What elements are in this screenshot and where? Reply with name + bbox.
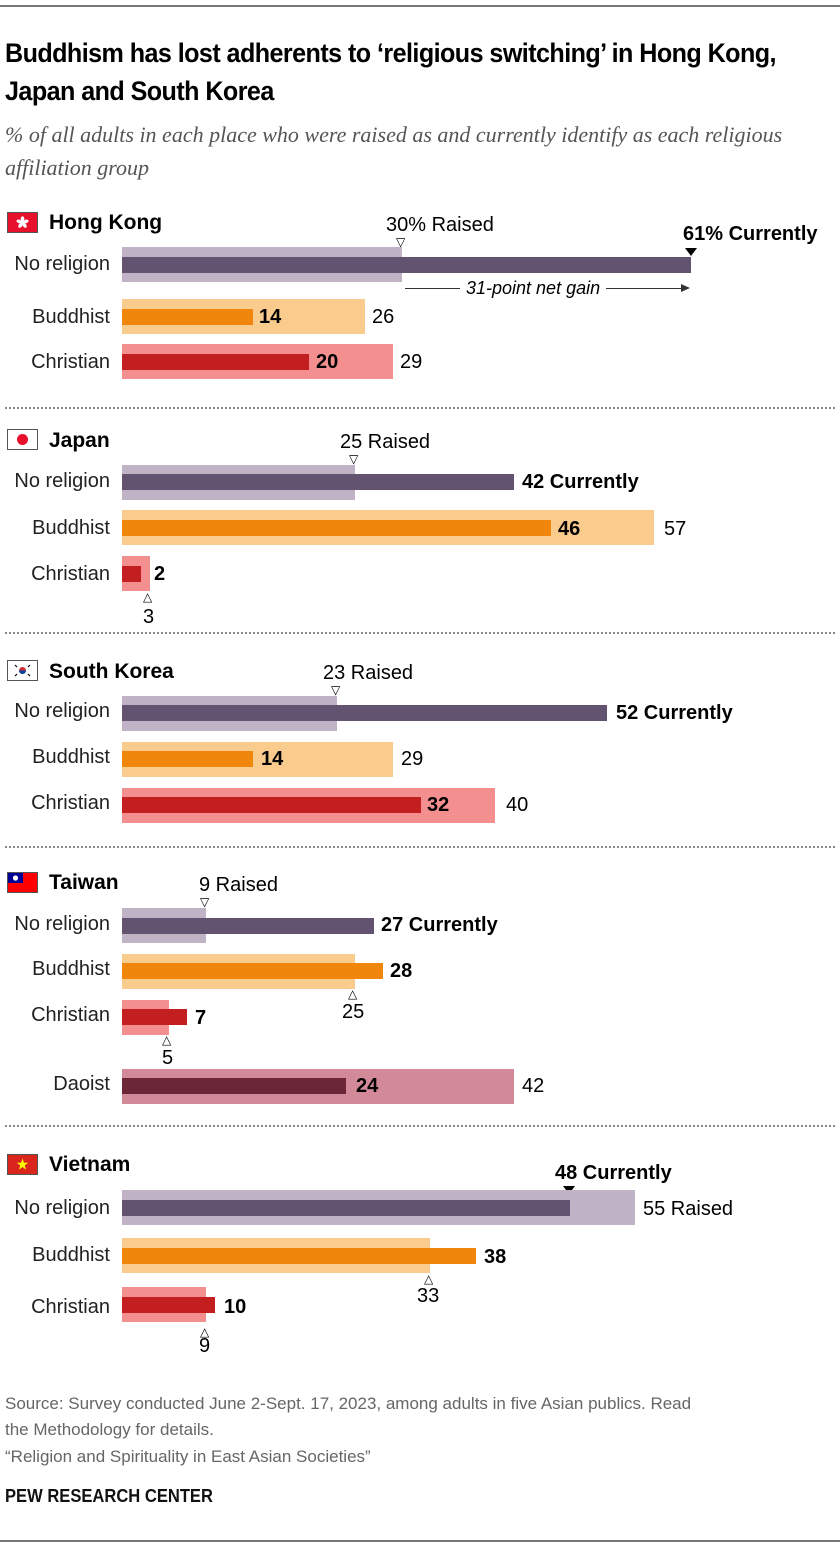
current-value: 14 [261,748,284,770]
current-annotation: 61% Currently [683,223,818,245]
raised-marker-icon: ▽ [200,895,210,909]
row-label-christian: Christian [31,1004,110,1026]
raised-marker-icon: △ [143,590,153,604]
bar-current [122,566,141,582]
raised-marker-icon: ▽ [396,235,406,249]
section-divider [5,1125,835,1127]
bar-current [122,520,551,536]
raised-marker-icon: △ [162,1033,172,1047]
bar-current [122,918,374,934]
raised-marker-icon: △ [200,1325,210,1339]
raised-annotation: 25 Raised [340,431,431,453]
net-gain-annotation: 31-point net gain [460,278,607,298]
current-annotation: 42 Currently [522,471,639,493]
raised-value: 42 [522,1075,545,1097]
raised-value: 33 [417,1285,440,1307]
chart-title: Buddhism has lost adherents to ‘religiou… [5,38,776,106]
section-divider [5,846,835,848]
raised-annotation: 55 Raised [643,1198,734,1220]
row-label-daoist: Daoist [53,1073,110,1095]
bar-current [122,257,691,273]
source-note-line1: Source: Survey conducted June 2-Sept. 17… [5,1394,692,1413]
bar-current [122,751,253,767]
raised-value: 9 [199,1335,211,1357]
section-divider [5,407,835,409]
raised-marker-icon: ▽ [331,683,341,697]
bar-current [122,1297,215,1313]
country-label: South Korea [49,660,174,683]
raised-value: 29 [401,748,424,770]
bar-current [122,309,253,325]
japan-flag-icon [7,429,38,450]
bar-current [122,963,383,979]
raised-annotation: 9 Raised [199,874,278,896]
raised-value: 29 [400,351,423,373]
vietnam-flag-icon [7,1154,38,1175]
current-value: 2 [154,563,166,585]
bar-current [122,1078,346,1094]
current-value: 46 [558,518,581,540]
south-korea-flag-icon [7,660,38,681]
hong-kong-flag-icon [7,212,38,233]
raised-annotation: 23 Raised [323,662,414,684]
raised-marker-icon: △ [424,1272,434,1286]
country-label: Vietnam [49,1153,131,1176]
section-divider [5,632,835,634]
current-value: 14 [259,306,282,328]
raised-value: 26 [372,306,395,328]
bar-current [122,474,514,490]
current-value: 20 [316,351,339,373]
raised-value: 5 [162,1047,174,1069]
row-label-buddhist: Buddhist [32,306,110,328]
row-label-christian: Christian [31,351,110,373]
bar-current [122,354,309,370]
current-value: 28 [390,960,413,982]
chart-subtitle: % of all adults in each place who were r… [5,122,783,180]
current-annotation: 48 Currently [555,1162,672,1184]
bar-current [122,705,607,721]
report-title: “Religion and Spirituality in East Asian… [5,1447,371,1466]
current-value: 7 [195,1007,207,1029]
row-label-buddhist: Buddhist [32,746,110,768]
current-marker-icon [685,248,697,256]
raised-value: 25 [342,1001,365,1023]
source-note-line2: the Methodology for details. [5,1420,214,1439]
raised-value: 3 [143,606,155,628]
raised-annotation: 30% Raised [386,214,494,236]
current-value: 32 [427,794,450,816]
row-label-christian: Christian [31,563,110,585]
row-label-no-religion: No religion [14,1197,110,1219]
row-label-buddhist: Buddhist [32,517,110,539]
row-label-no-religion: No religion [14,700,110,722]
raised-value: 40 [506,794,529,816]
bottom-rule [0,1540,840,1542]
pew-research-center-logo: PEW RESEARCH CENTER [5,1486,213,1506]
country-label: Hong Kong [49,211,163,234]
row-label-buddhist: Buddhist [32,1244,110,1266]
bar-current [122,797,421,813]
row-label-no-religion: No religion [14,470,110,492]
raised-value: 57 [664,518,687,540]
taiwan-flag-icon [7,872,38,893]
current-annotation: 52 Currently [616,702,733,724]
row-label-buddhist: Buddhist [32,958,110,980]
top-rule [0,5,840,7]
country-label: Taiwan [49,871,119,894]
current-value: 24 [356,1075,379,1097]
bar-current [122,1200,570,1216]
country-label: Japan [49,429,110,452]
current-value: 10 [224,1296,247,1318]
row-label-no-religion: No religion [14,253,110,275]
raised-marker-icon: ▽ [349,452,359,466]
bar-current [122,1009,187,1025]
raised-marker-icon: △ [348,987,358,1001]
current-value: 38 [484,1246,507,1268]
row-label-no-religion: No religion [14,913,110,935]
bar-current [122,1248,476,1264]
gain-arrow-icon [681,284,690,292]
row-label-christian: Christian [31,792,110,814]
current-annotation: 27 Currently [381,914,498,936]
row-label-christian: Christian [31,1296,110,1318]
